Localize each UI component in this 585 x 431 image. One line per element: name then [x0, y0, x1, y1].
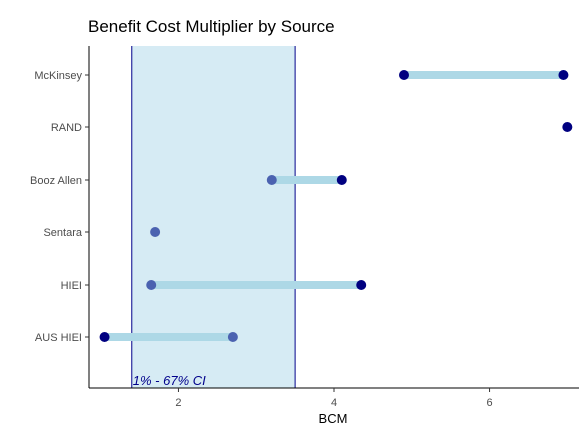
- data-point: [336, 175, 347, 185]
- y-tick-label: HIEI: [61, 280, 82, 292]
- data-point: [150, 227, 161, 237]
- y-tick-label: Sentara: [43, 227, 82, 239]
- y-tick-label: RAND: [51, 122, 82, 134]
- ci-band-label: 1% - 67% CI: [133, 373, 206, 388]
- data-point: [146, 280, 157, 290]
- data-point: [227, 332, 238, 342]
- y-tick-label: McKinsey: [34, 70, 82, 82]
- x-tick-label: 4: [331, 397, 337, 409]
- y-tick-label: AUS HIEI: [35, 332, 82, 344]
- data-point: [356, 280, 367, 290]
- x-tick-label: 6: [486, 397, 492, 409]
- x-axis-title: BCM: [319, 411, 348, 426]
- x-tick-label: 2: [175, 397, 181, 409]
- data-point: [558, 70, 569, 80]
- data-point: [266, 175, 277, 185]
- ci-band: [131, 46, 296, 388]
- data-point: [399, 70, 409, 80]
- plot-area: 1% - 67% CI McKinsey RAND Booz Allen Sentara…: [30, 46, 579, 409]
- y-tick-label: Booz Allen: [30, 175, 82, 187]
- chart-title: Benefit Cost Multiplier by Source: [88, 17, 335, 36]
- data-point: [562, 122, 573, 132]
- data-point: [99, 332, 110, 342]
